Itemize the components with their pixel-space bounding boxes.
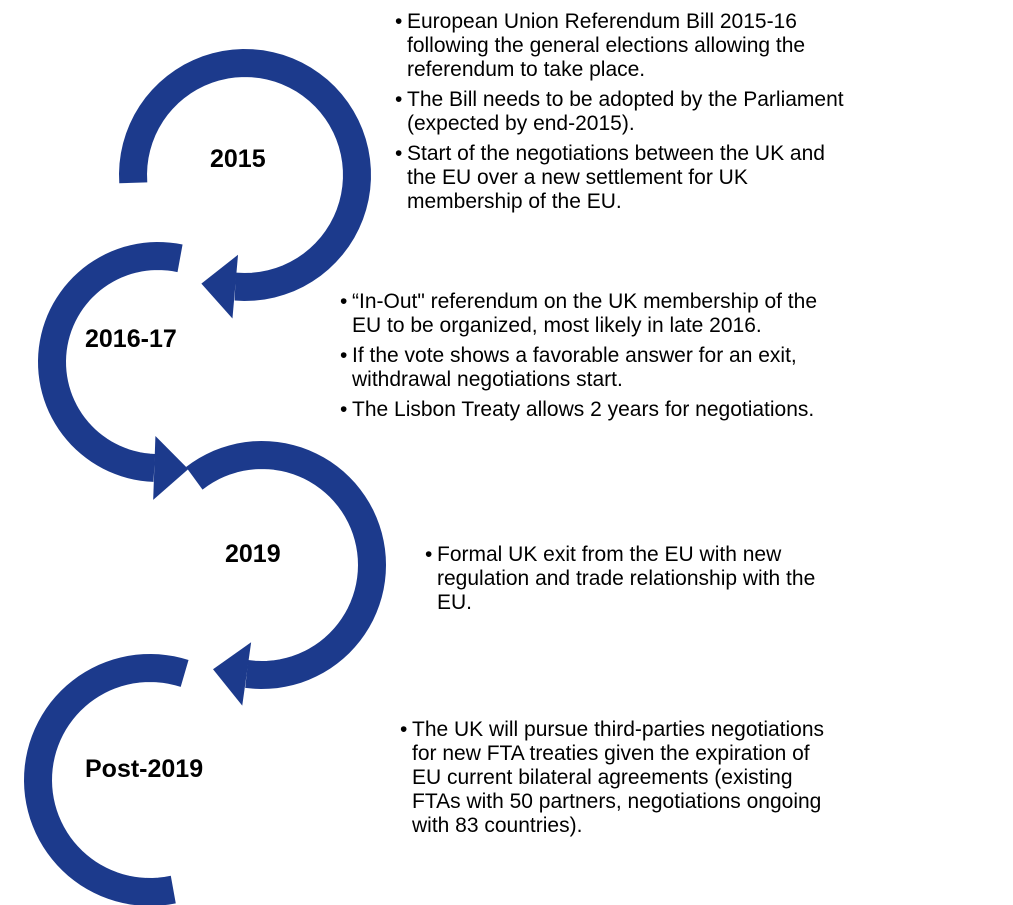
- bullet-text: regulation and trade relationship with t…: [437, 567, 816, 590]
- bullet-text: following the general elections allowing…: [407, 34, 806, 57]
- arc: [186, 440, 387, 690]
- bullet-text: The Lisbon Treaty allows 2 years for neg…: [352, 398, 815, 421]
- bullet-dot: •: [395, 10, 403, 33]
- bullet-text: with 83 countries).: [412, 814, 583, 837]
- bullet: • The UK will pursue third-parties negoti…: [400, 718, 824, 838]
- bullet: • The Bill needs to be adopted by the Par…: [395, 88, 844, 136]
- bullet-dot: •: [340, 398, 348, 421]
- bullet-dot: •: [340, 344, 348, 367]
- bullet: • European Union Referendum Bill 2015-16 f…: [395, 10, 844, 82]
- arc: [118, 49, 371, 302]
- bullet-text: European Union Referendum Bill 2015-16: [407, 10, 797, 33]
- bullet-dot: •: [425, 543, 433, 566]
- arc: [38, 242, 183, 482]
- bullet-dot: •: [395, 88, 403, 111]
- arrowhead: [153, 435, 189, 500]
- bullet: • Start of the negotiations between the U…: [395, 142, 844, 214]
- stage-notes: • Formal UK exit from the EU with new regu…: [425, 543, 815, 621]
- arrowhead: [213, 642, 252, 706]
- stage-notes: • “In-Out" referendum on the UK membershi…: [340, 290, 817, 428]
- bullet-text: EU.: [437, 591, 473, 614]
- bullet-text: membership of the EU.: [407, 190, 622, 213]
- stage-notes: • European Union Referendum Bill 2015-16 f…: [395, 10, 844, 220]
- bullet-text: Formal UK exit from the EU with new: [437, 543, 782, 566]
- stage-notes: • The UK will pursue third-parties negoti…: [400, 718, 824, 844]
- bullet-text: (expected by end-2015).: [407, 112, 635, 135]
- bullet-text: for new FTA treaties given the expiratio…: [412, 742, 810, 765]
- bullet-text: The Bill needs to be adopted by the Parl…: [407, 88, 844, 111]
- bullet-text: referendum to take place.: [407, 58, 646, 81]
- bullet: • If the vote shows a favorable answer fo…: [340, 344, 817, 392]
- arc: [23, 653, 189, 905]
- arrowhead: [201, 254, 239, 319]
- bullet-text: the EU over a new settlement for UK: [407, 166, 748, 189]
- bullet-text: withdrawal negotiations start.: [352, 368, 623, 391]
- bullet-text: Start of the negotiations between the UK…: [407, 142, 825, 165]
- bullet-text: EU to be organized, most likely in late …: [352, 314, 762, 337]
- stage-label: 2016-17: [85, 325, 177, 353]
- bullet-text: FTAs with 50 partners, negotiations ongo…: [412, 790, 822, 813]
- bullet-dot: •: [340, 290, 348, 313]
- bullet-text: If the vote shows a favorable answer for…: [352, 344, 797, 367]
- bullet: • Formal UK exit from the EU with new regu…: [425, 543, 815, 615]
- stage-label: 2015: [210, 145, 266, 173]
- stage-label: 2019: [225, 540, 281, 568]
- bullet-text: The UK will pursue third-parties negotia…: [412, 718, 825, 741]
- bullet-dot: •: [400, 718, 408, 741]
- bullet: • “In-Out" referendum on the UK membershi…: [340, 290, 817, 338]
- bullet: • The Lisbon Treaty allows 2 years for ne…: [340, 398, 817, 422]
- stage-label: Post-2019: [85, 755, 204, 783]
- bullet-dot: •: [395, 142, 403, 165]
- bullet-text: EU current bilateral agreements (existin…: [412, 766, 793, 789]
- bullet-text: “In-Out" referendum on the UK membership…: [352, 290, 818, 313]
